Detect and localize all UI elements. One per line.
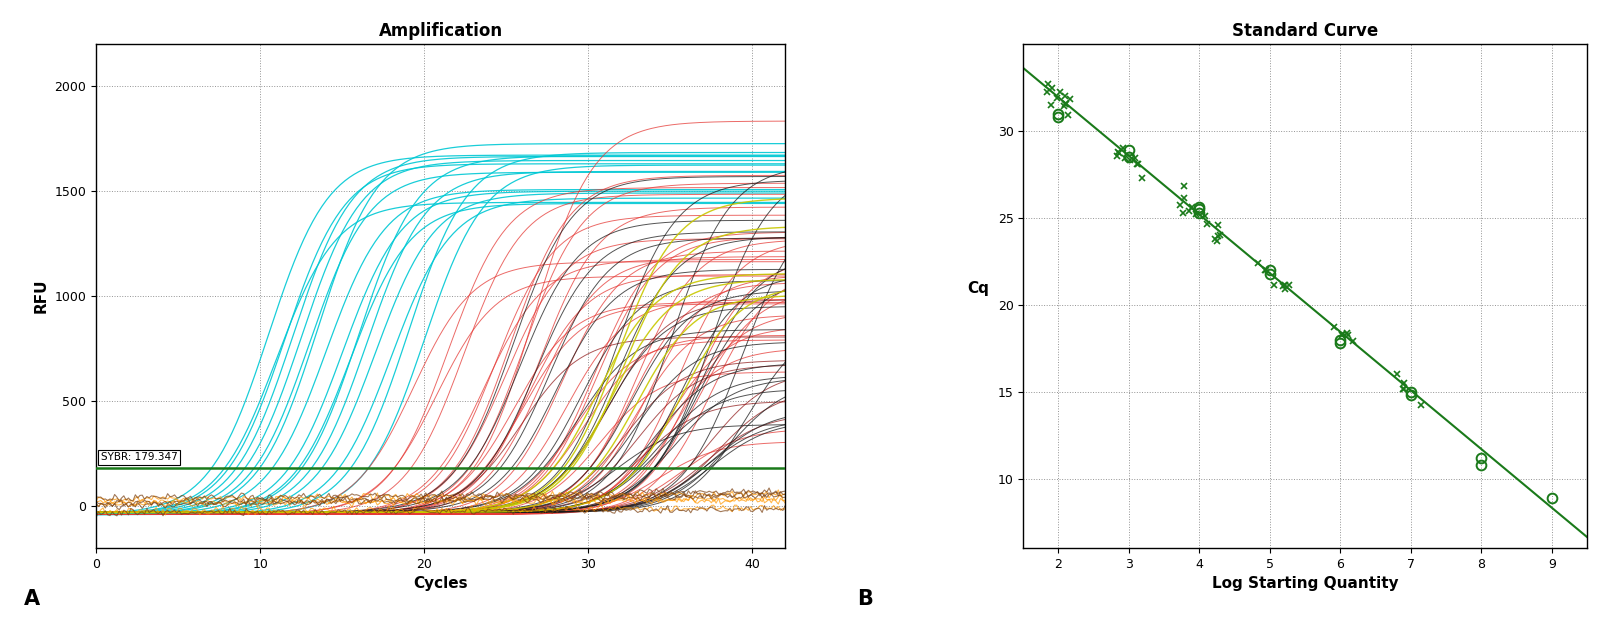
X-axis label: Cycles: Cycles — [414, 576, 468, 592]
Y-axis label: RFU: RFU — [34, 279, 50, 313]
Text: B: B — [858, 589, 874, 609]
Y-axis label: Cq: Cq — [967, 281, 989, 296]
X-axis label: Log Starting Quantity: Log Starting Quantity — [1212, 576, 1398, 592]
Text: SYBR: 179.347: SYBR: 179.347 — [101, 452, 178, 462]
Title: Standard Curve: Standard Curve — [1233, 22, 1379, 40]
Text: A: A — [24, 589, 40, 609]
Title: Amplification: Amplification — [378, 22, 503, 40]
